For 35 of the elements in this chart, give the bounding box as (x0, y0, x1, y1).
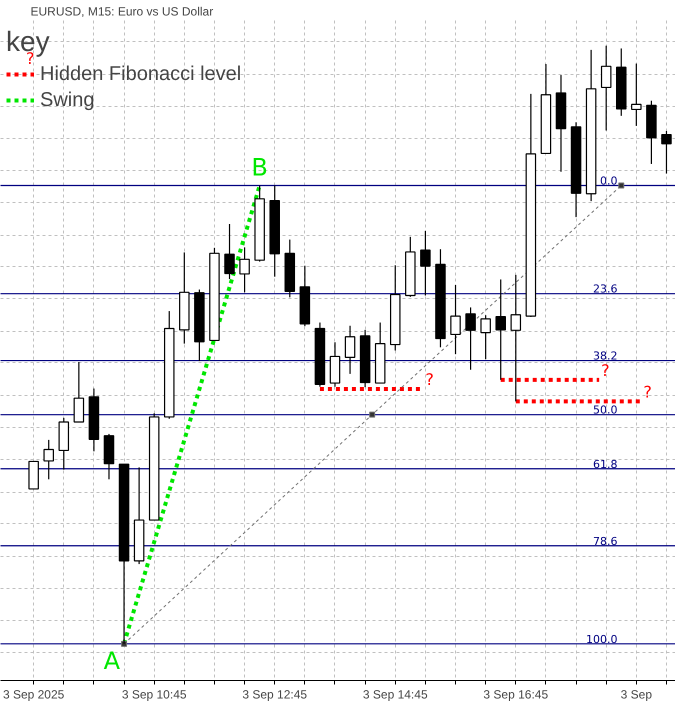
candlestick (631, 62, 642, 127)
annotation: ? (601, 360, 610, 380)
candlestick (420, 230, 431, 296)
ref-line-label: 0.0 (600, 174, 618, 188)
x-tick-label: 3 Sep (620, 688, 652, 702)
candlestick (495, 278, 506, 380)
x-tick-label: 3 Sep 12:45 (242, 688, 308, 702)
chart-title: EURUSD, M15: Euro vs US Dollar (30, 4, 214, 18)
ref-line-label: 50.0 (593, 404, 618, 417)
annotation: A (104, 646, 121, 675)
legend-label: Swing (40, 88, 94, 112)
candlestick (224, 223, 235, 280)
ref-line-label: 61.8 (593, 458, 618, 471)
candlestick (74, 361, 84, 423)
candlestick (344, 325, 356, 374)
x-tick-label: 3 Sep 14:45 (362, 688, 428, 702)
candlestick (480, 314, 491, 360)
annotation: B (251, 154, 268, 182)
legend-label: Hidden Fibonacci level (40, 62, 242, 86)
x-tick-label: 3 Sep 2025 (2, 688, 65, 702)
candlestick (450, 284, 461, 355)
ref-line-label: 100.0 (586, 632, 618, 646)
x-tick-label: 3 Sep 16:45 (483, 688, 548, 702)
candlestick (510, 274, 522, 402)
candlestick (661, 130, 672, 174)
ref-line-label: 78.6 (593, 534, 618, 548)
candlestick (239, 246, 250, 293)
candlestick (43, 439, 54, 480)
ref-line-label: 38.2 (593, 350, 618, 363)
ref-line-label: 23.6 (593, 282, 618, 296)
candlestick (600, 45, 612, 132)
annotation: ? (425, 370, 434, 389)
candlestick (465, 306, 476, 370)
annotation: ? (643, 382, 652, 402)
x-tick-label: 3 Sep 10:45 (122, 688, 187, 702)
